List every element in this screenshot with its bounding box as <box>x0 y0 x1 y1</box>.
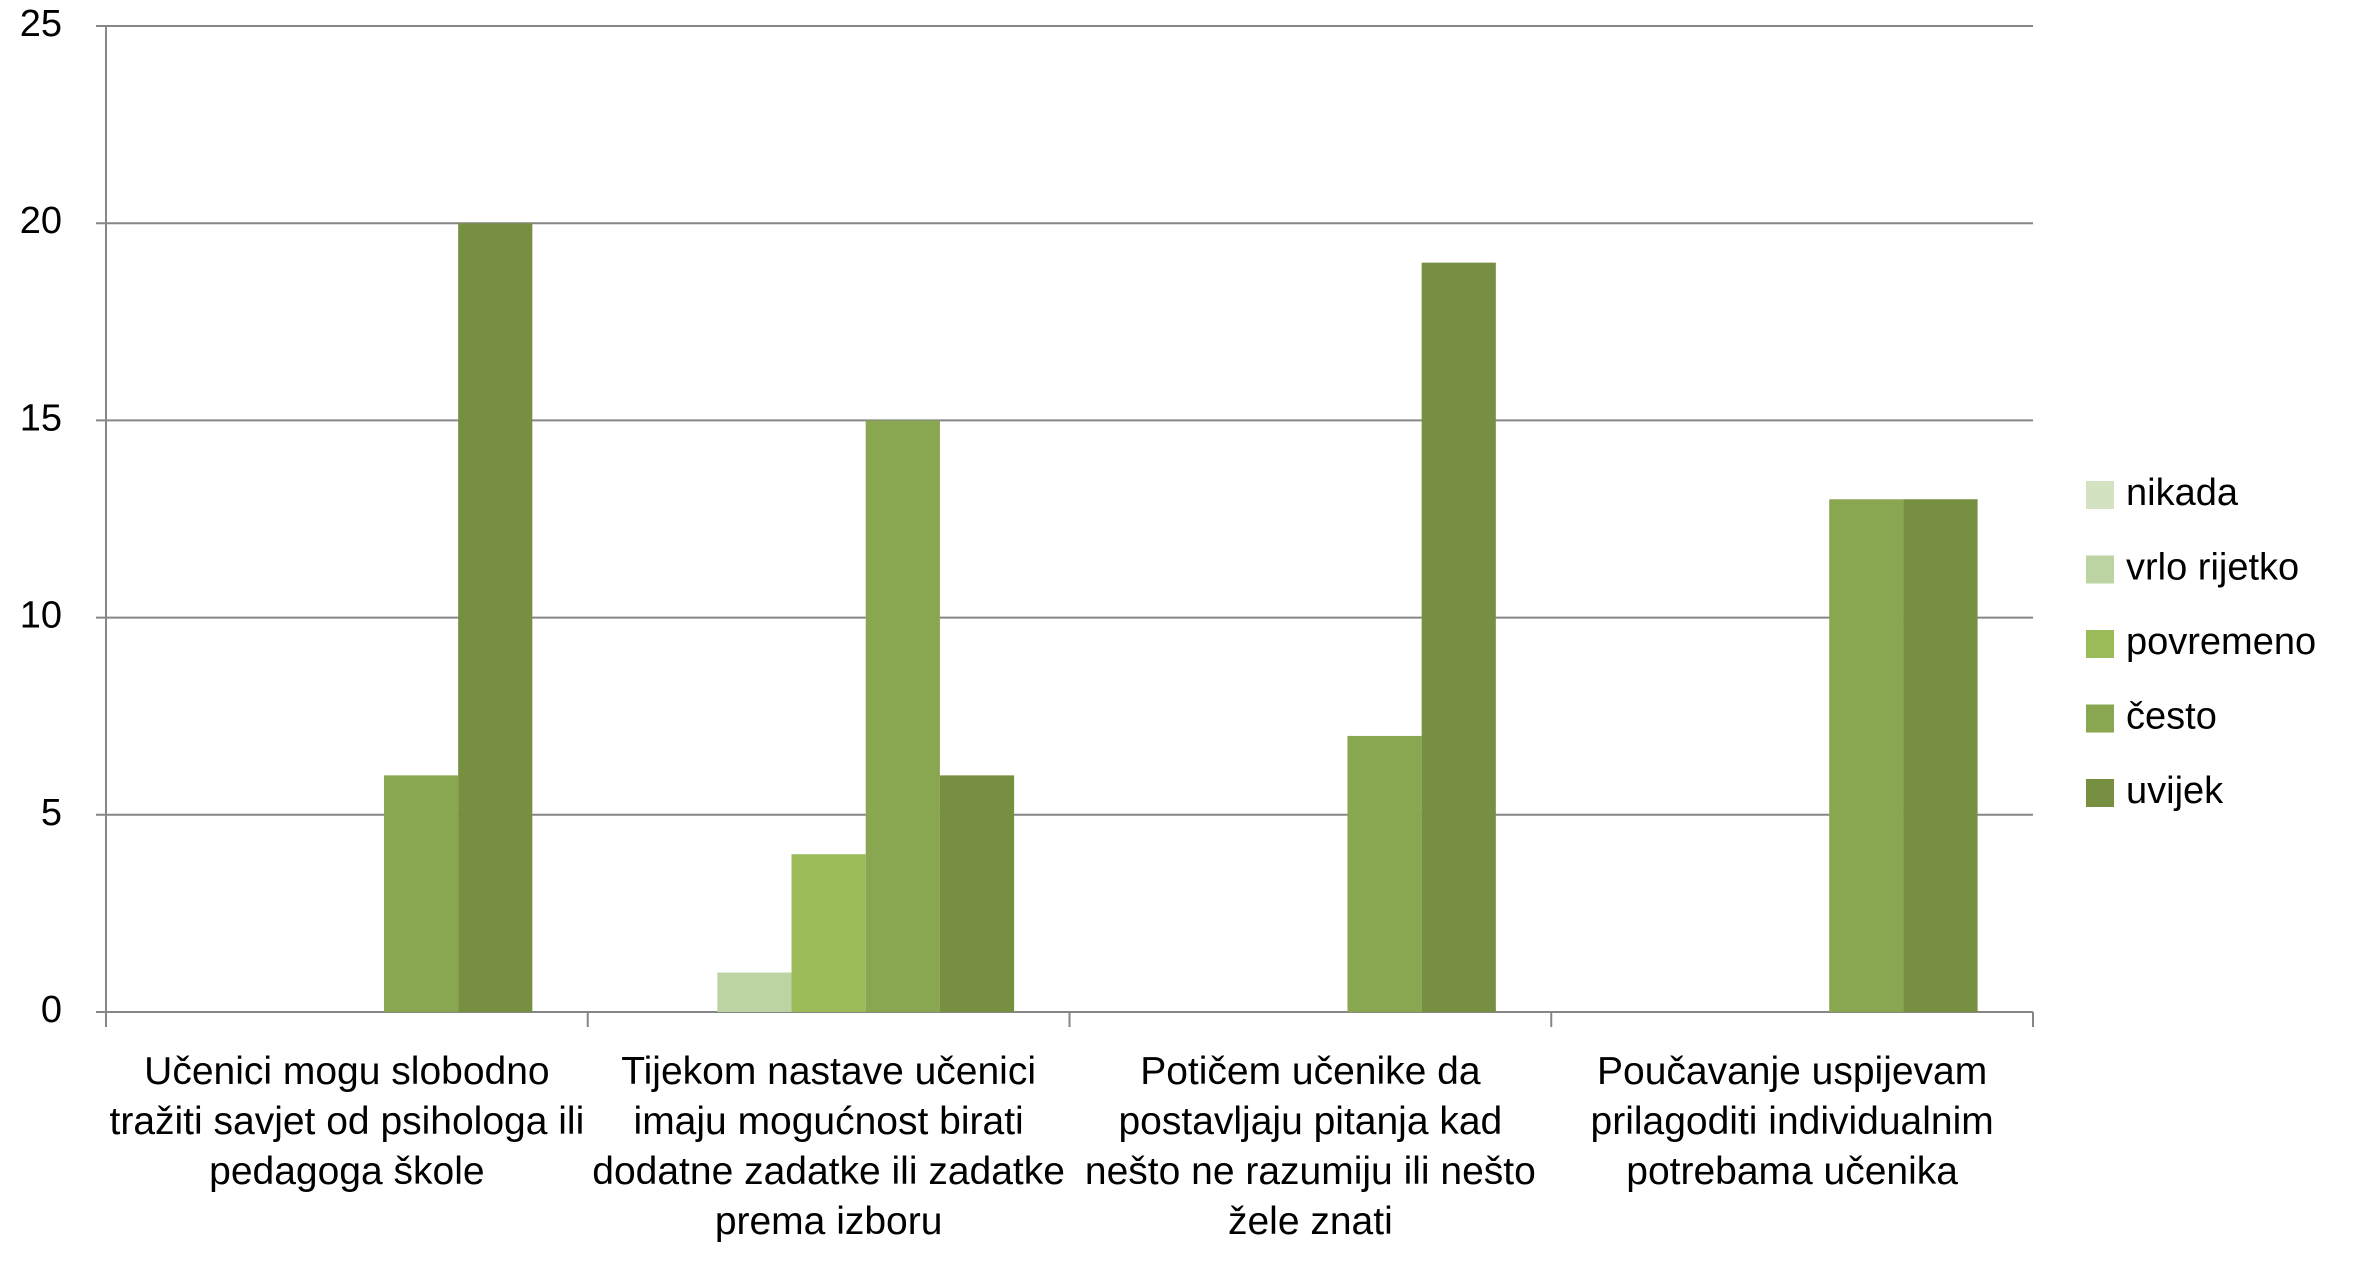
legend-label: vrlo rijetko <box>2126 547 2299 589</box>
legend-label: povremeno <box>2126 621 2316 663</box>
y-tick-label: 15 <box>20 397 62 439</box>
legend-label: nikada <box>2126 472 2239 514</box>
x-tick-label: Poučavanje uspijevam prilagoditi individ… <box>1590 1050 1994 1193</box>
bar <box>1421 262 1496 1012</box>
legend-swatch <box>2086 704 2114 733</box>
y-tick-label: 0 <box>41 989 62 1031</box>
y-tick-label: 20 <box>20 200 62 242</box>
x-tick-label: Potičem učenike da postavljaju pitanja k… <box>1084 1050 1536 1243</box>
bar <box>1829 499 1904 1012</box>
legend-label: često <box>2126 696 2217 738</box>
y-tick-label: 10 <box>20 595 62 637</box>
bar <box>458 223 533 1012</box>
legend-swatch <box>2086 630 2114 658</box>
y-tick-label: 25 <box>20 3 62 45</box>
bar <box>791 854 866 1012</box>
bar <box>1347 735 1422 1012</box>
legend-swatch <box>2086 555 2114 584</box>
legend-swatch <box>2086 779 2114 807</box>
legend-swatch <box>2086 481 2114 509</box>
x-tick-label: Tijekom nastave učenici imaju mogućnost … <box>592 1050 1065 1243</box>
bar <box>939 775 1015 1012</box>
bar <box>717 972 792 1012</box>
x-tick-label: Učenici mogu slobodno tražiti savjet od … <box>109 1050 585 1193</box>
y-tick-label: 5 <box>41 792 62 834</box>
bar <box>1903 499 1978 1012</box>
bar <box>865 420 940 1012</box>
bar <box>383 775 459 1012</box>
legend-label: uvijek <box>2126 770 2224 812</box>
